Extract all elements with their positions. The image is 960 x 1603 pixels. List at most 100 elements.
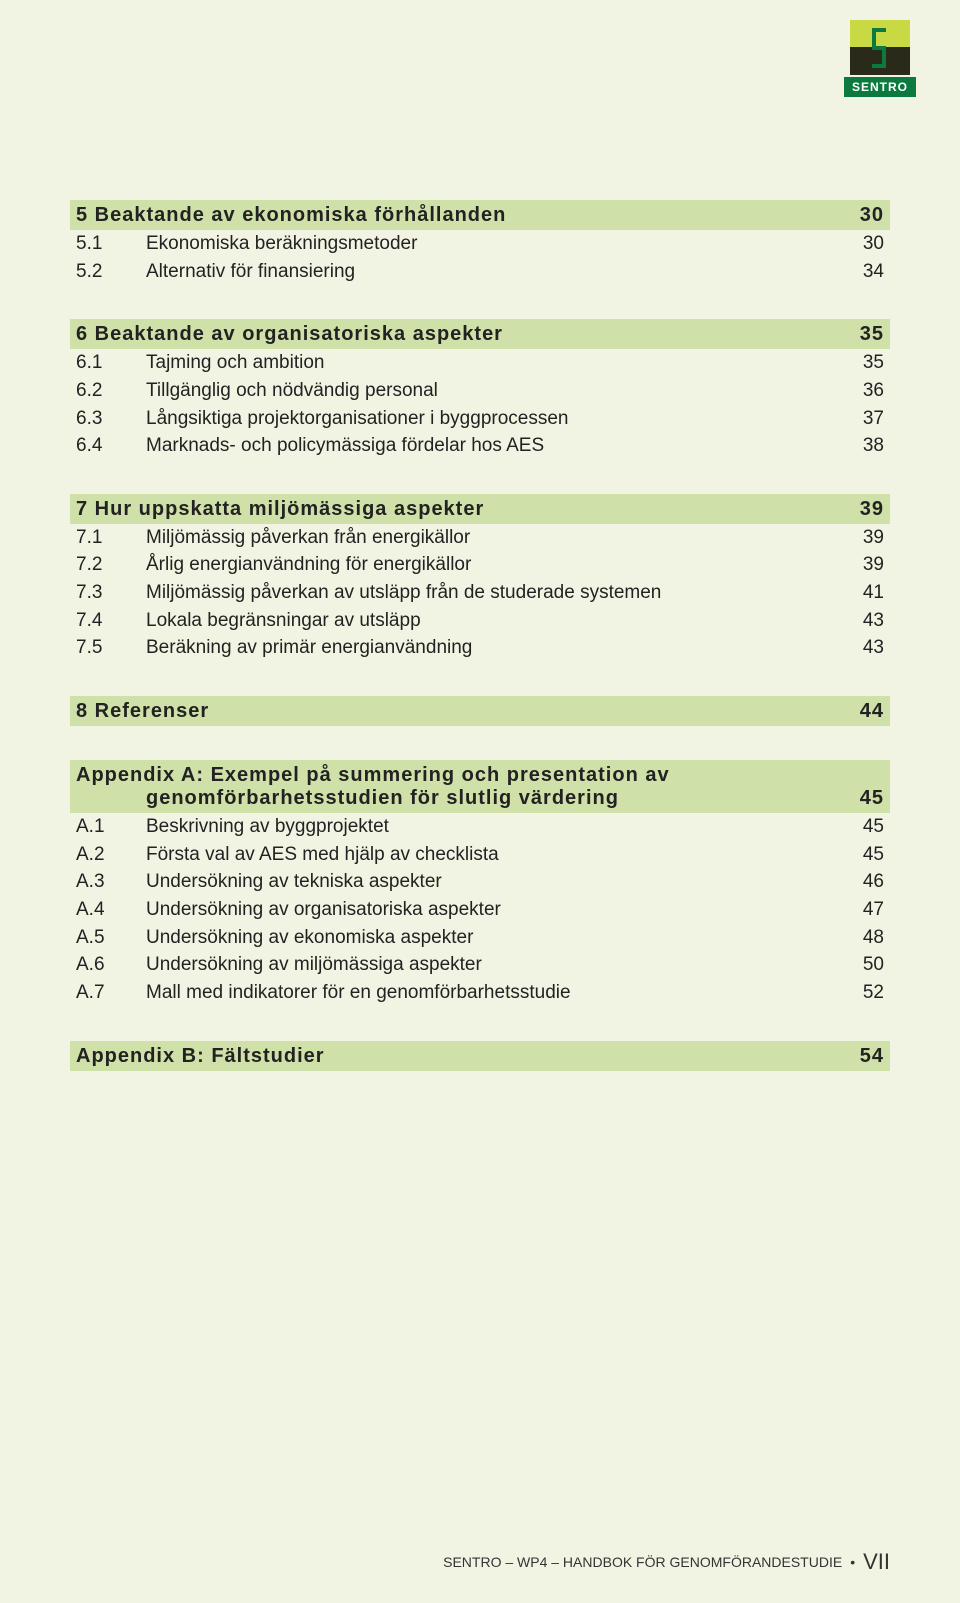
toc-section-header: 6 Beaktande av organisatoriska aspekter …: [70, 319, 890, 349]
section-title: 6 Beaktande av organisatoriska aspekter: [76, 323, 503, 346]
toc-section-8: 8 Referenser 44: [70, 696, 890, 726]
row-label: Långsiktiga projektorganisationer i bygg…: [146, 406, 844, 432]
row-num: 7.5: [76, 635, 146, 661]
section-title: 7 Hur uppskatta miljömässiga aspekter: [76, 498, 484, 521]
toc-row: 6.3 Långsiktiga projektorganisationer i …: [70, 405, 890, 433]
section-page: 45: [860, 787, 884, 810]
toc-row: 6.2 Tillgänglig och nödvändig personal 3…: [70, 377, 890, 405]
toc-section-7: 7 Hur uppskatta miljömässiga aspekter 39…: [70, 494, 890, 662]
toc-row: 7.4 Lokala begränsningar av utsläpp 43: [70, 607, 890, 635]
section-title-line2: genomförbarhetsstudien för slutlig värde…: [76, 787, 619, 810]
section-page: 54: [860, 1045, 884, 1068]
row-num: A.1: [76, 814, 146, 840]
section-page: 44: [860, 700, 884, 723]
row-page: 39: [844, 552, 884, 578]
row-label: Mall med indikatorer för en genomförbarh…: [146, 980, 844, 1006]
row-label: Tillgänglig och nödvändig personal: [146, 378, 844, 404]
section-title: 5 Beaktande av ekonomiska förhållanden: [76, 204, 506, 227]
section-title: 8 Referenser: [76, 700, 209, 723]
toc-row: A.4 Undersökning av organisatoriska aspe…: [70, 896, 890, 924]
toc-row: A.3 Undersökning av tekniska aspekter 46: [70, 868, 890, 896]
toc-row: 7.3 Miljömässig påverkan av utsläpp från…: [70, 579, 890, 607]
row-label: Miljömässig påverkan från energikällor: [146, 525, 844, 551]
row-num: 7.2: [76, 552, 146, 578]
toc-section-header: 7 Hur uppskatta miljömässiga aspekter 39: [70, 494, 890, 524]
row-num: A.4: [76, 897, 146, 923]
row-num: 6.3: [76, 406, 146, 432]
row-page: 36: [844, 378, 884, 404]
row-page: 37: [844, 406, 884, 432]
logo-label: SENTRO: [844, 77, 916, 97]
footer-bullet: •: [850, 1554, 855, 1570]
row-page: 30: [844, 231, 884, 257]
toc-content: 5 Beaktande av ekonomiska förhållanden 3…: [0, 0, 960, 1071]
toc-row: A.1 Beskrivning av byggprojektet 45: [70, 813, 890, 841]
logo-s-glyph: [868, 28, 892, 68]
toc-section-5: 5 Beaktande av ekonomiska förhållanden 3…: [70, 200, 890, 285]
logo-mark: [850, 20, 910, 75]
toc-row: A.7 Mall med indikatorer för en genomför…: [70, 979, 890, 1007]
row-num: 6.2: [76, 378, 146, 404]
row-label: Första val av AES med hjälp av checklist…: [146, 842, 844, 868]
footer-page-number: VII: [863, 1549, 890, 1575]
row-page: 45: [844, 814, 884, 840]
row-num: A.6: [76, 952, 146, 978]
toc-row: 6.4 Marknads- och policymässiga fördelar…: [70, 432, 890, 460]
section-page: 39: [860, 498, 884, 521]
row-num: A.3: [76, 869, 146, 895]
toc-row: A.6 Undersökning av miljömässiga aspekte…: [70, 951, 890, 979]
section-page: 30: [860, 204, 884, 227]
row-label: Ekonomiska beräkningsmetoder: [146, 231, 844, 257]
toc-section-header: 8 Referenser 44: [70, 696, 890, 726]
row-page: 50: [844, 952, 884, 978]
row-num: 6.4: [76, 433, 146, 459]
toc-row: 5.2 Alternativ för finansiering 34: [70, 258, 890, 286]
row-label: Marknads- och policymässiga fördelar hos…: [146, 433, 844, 459]
section-title: Appendix B: Fältstudier: [76, 1045, 325, 1068]
row-page: 39: [844, 525, 884, 551]
row-num: A.5: [76, 925, 146, 951]
row-num: A.2: [76, 842, 146, 868]
page-footer: SENTRO – WP4 – HANDBOK FÖR GENOMFÖRANDES…: [443, 1549, 890, 1575]
row-num: 5.2: [76, 259, 146, 285]
row-page: 34: [844, 259, 884, 285]
toc-section-header: Appendix B: Fältstudier 54: [70, 1041, 890, 1071]
row-page: 47: [844, 897, 884, 923]
row-label: Undersökning av tekniska aspekter: [146, 869, 844, 895]
section-page: 35: [860, 323, 884, 346]
toc-section-appendix-b: Appendix B: Fältstudier 54: [70, 1041, 890, 1071]
toc-section-6: 6 Beaktande av organisatoriska aspekter …: [70, 319, 890, 460]
row-num: 7.1: [76, 525, 146, 551]
toc-row: 6.1 Tajming och ambition 35: [70, 349, 890, 377]
row-label: Undersökning av miljömässiga aspekter: [146, 952, 844, 978]
row-num: 6.1: [76, 350, 146, 376]
toc-row: A.2 Första val av AES med hjälp av check…: [70, 841, 890, 869]
row-page: 43: [844, 635, 884, 661]
row-page: 46: [844, 869, 884, 895]
toc-section-header: Appendix A: Exempel på summering och pre…: [70, 760, 890, 813]
row-label: Beskrivning av byggprojektet: [146, 814, 844, 840]
toc-row: 7.1 Miljömässig påverkan från energikäll…: [70, 524, 890, 552]
toc-row: A.5 Undersökning av ekonomiska aspekter …: [70, 924, 890, 952]
row-label: Årlig energianvändning för energikällor: [146, 552, 844, 578]
toc-row: 7.2 Årlig energianvändning för energikäl…: [70, 551, 890, 579]
row-page: 48: [844, 925, 884, 951]
row-page: 41: [844, 580, 884, 606]
row-num: 5.1: [76, 231, 146, 257]
row-label: Alternativ för finansiering: [146, 259, 844, 285]
sentro-logo: SENTRO: [840, 20, 920, 97]
row-num: A.7: [76, 980, 146, 1006]
toc-section-header: 5 Beaktande av ekonomiska förhållanden 3…: [70, 200, 890, 230]
row-page: 35: [844, 350, 884, 376]
row-label: Lokala begränsningar av utsläpp: [146, 608, 844, 634]
row-page: 43: [844, 608, 884, 634]
row-label: Undersökning av organisatoriska aspekter: [146, 897, 844, 923]
footer-text: SENTRO – WP4 – HANDBOK FÖR GENOMFÖRANDES…: [443, 1554, 842, 1570]
row-label: Undersökning av ekonomiska aspekter: [146, 925, 844, 951]
row-label: Miljömässig påverkan av utsläpp från de …: [146, 580, 844, 606]
page: SENTRO 5 Beaktande av ekonomiska förhåll…: [0, 0, 960, 1603]
row-label: Beräkning av primär energianvändning: [146, 635, 844, 661]
row-num: 7.3: [76, 580, 146, 606]
toc-row: 5.1 Ekonomiska beräkningsmetoder 30: [70, 230, 890, 258]
row-label: Tajming och ambition: [146, 350, 844, 376]
